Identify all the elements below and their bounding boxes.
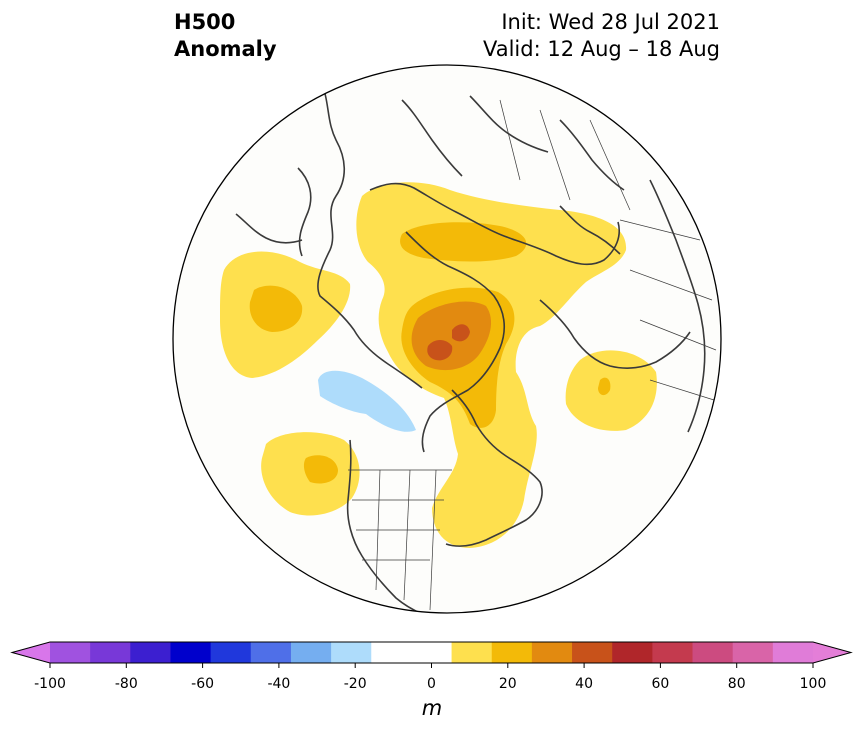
title-variable: H500 bbox=[174, 10, 236, 34]
colorbar-tick-label: -20 bbox=[344, 676, 367, 692]
colorbar-segment bbox=[732, 642, 774, 663]
colorbar-segment bbox=[451, 642, 493, 663]
colorbar-tick-label: -100 bbox=[34, 676, 66, 692]
anomaly-fill bbox=[220, 79, 717, 613]
colorbar-segment bbox=[130, 642, 172, 663]
colorbar-segment bbox=[411, 642, 453, 663]
colorbar-segment bbox=[612, 642, 653, 663]
colorbar-tick-label: 80 bbox=[728, 676, 746, 692]
colorbar-ticks: -100 -80 -60 -40 -20 0 20 40 60 80 100 bbox=[34, 663, 826, 692]
borders bbox=[348, 99, 717, 611]
coastlines bbox=[235, 79, 706, 613]
colorbar-segment bbox=[652, 642, 694, 663]
forecast-times: Init: Wed 28 Jul 2021 Valid: 12 Aug – 18… bbox=[483, 9, 720, 63]
colorbar-segment bbox=[50, 642, 91, 663]
pos-anomaly-40-a bbox=[427, 340, 453, 361]
colorbar-tick-label: 20 bbox=[499, 676, 517, 692]
colorbar-segment bbox=[210, 642, 252, 663]
pos-anomaly-europe-core bbox=[598, 377, 611, 396]
colorbar-segment bbox=[170, 642, 212, 663]
colorbar-segment bbox=[90, 642, 131, 663]
colorbar-units: m bbox=[422, 696, 442, 720]
colorbar-extend-low bbox=[12, 642, 50, 663]
colorbar-segment bbox=[491, 642, 533, 663]
colorbar-tick-label: 0 bbox=[427, 676, 436, 692]
colorbar-segment bbox=[572, 642, 613, 663]
map-border bbox=[172, 64, 722, 614]
chart-title: H500 Anomaly bbox=[174, 9, 277, 63]
colorbar-tick-label: 40 bbox=[575, 676, 593, 692]
pos-anomaly-40-b bbox=[452, 324, 470, 342]
colorbar-segment bbox=[772, 642, 814, 663]
neg-anomaly-alaska bbox=[318, 370, 416, 432]
colorbar-segments bbox=[10, 641, 853, 664]
polar-map bbox=[172, 64, 722, 614]
pos-anomaly-pacific-north-core bbox=[249, 285, 303, 332]
colorbar-segment bbox=[250, 642, 292, 663]
colorbar-tick-label: 60 bbox=[651, 676, 669, 692]
pos-anomaly-europe bbox=[565, 350, 657, 431]
colorbar-segment bbox=[531, 642, 573, 663]
colorbar-tick-label: -60 bbox=[191, 676, 214, 692]
colorbar-tick-label: 100 bbox=[800, 676, 827, 692]
colorbar-tick-label: -40 bbox=[267, 676, 290, 692]
colorbar-segment bbox=[331, 642, 372, 663]
colorbar-tick-label: -80 bbox=[115, 676, 138, 692]
pos-anomaly-pacific-south-core bbox=[303, 455, 338, 484]
colorbar-segment bbox=[290, 642, 332, 663]
init-time: Init: Wed 28 Jul 2021 bbox=[501, 10, 720, 34]
valid-time: Valid: 12 Aug – 18 Aug bbox=[482, 37, 720, 61]
colorbar-segment bbox=[692, 642, 734, 663]
colorbar-segment bbox=[371, 642, 413, 663]
title-type: Anomaly bbox=[174, 37, 277, 61]
colorbar-extend-high bbox=[813, 642, 851, 663]
